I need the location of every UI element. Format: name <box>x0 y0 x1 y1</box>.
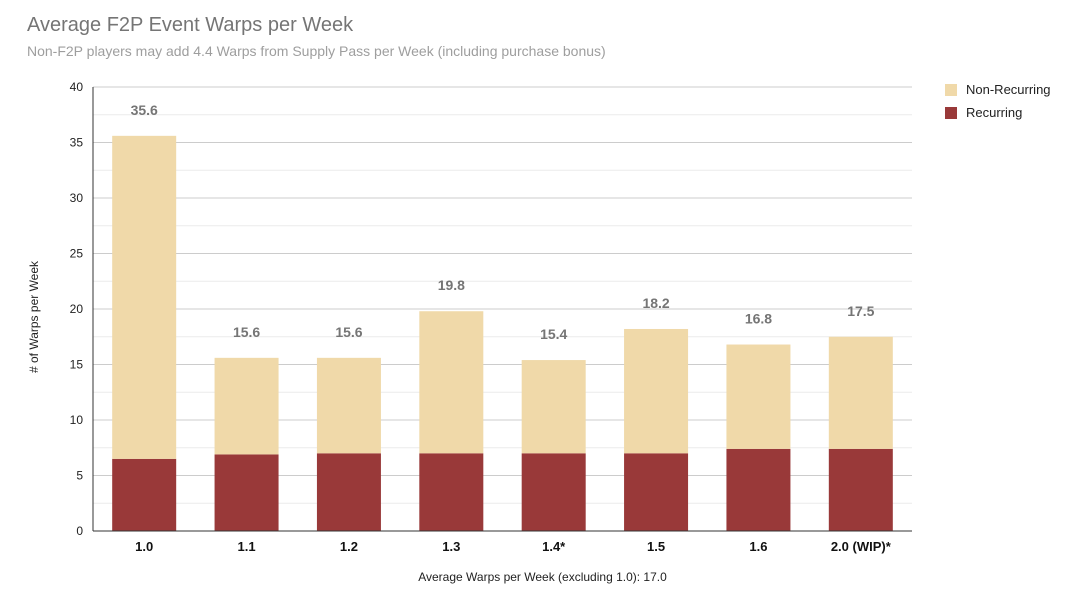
data-label-total: 15.6 <box>335 324 362 340</box>
bar-non-recurring <box>112 135 177 459</box>
y-tick-label: 30 <box>70 191 84 205</box>
bar-recurring <box>316 453 381 531</box>
y-tick-label: 10 <box>70 413 84 427</box>
bar-non-recurring <box>726 344 791 449</box>
bar-non-recurring <box>828 336 893 449</box>
x-tick-label: 1.2 <box>340 539 358 554</box>
y-tick-label: 25 <box>70 247 84 261</box>
x-tick-label: 2.0 (WIP)* <box>831 539 892 554</box>
chart-title: Average F2P Event Warps per Week <box>27 14 354 36</box>
y-tick-label: 35 <box>70 136 84 150</box>
data-label-total: 15.6 <box>233 324 260 340</box>
bar-recurring <box>214 454 279 531</box>
y-tick-label: 20 <box>70 302 84 316</box>
bar-non-recurring <box>624 328 689 454</box>
y-tick-label: 15 <box>70 358 84 372</box>
y-axis-title: # of Warps per Week <box>27 260 41 373</box>
x-tick-label: 1.4* <box>542 539 566 554</box>
legend-swatch-recurring <box>945 106 957 119</box>
bar-non-recurring <box>214 357 279 455</box>
bar-recurring <box>828 448 893 531</box>
bar-non-recurring <box>521 360 586 454</box>
legend-item-non-recurring[interactable]: Non-Recurring <box>945 78 1051 101</box>
legend-label-recurring: Recurring <box>966 105 1023 120</box>
x-tick-label: 1.6 <box>749 539 767 554</box>
data-label-total: 17.5 <box>847 303 874 319</box>
y-tick-label: 40 <box>70 80 84 94</box>
bar-recurring <box>419 453 484 531</box>
bar-recurring <box>624 453 689 531</box>
x-tick-label: 1.0 <box>135 539 153 554</box>
x-tick-label: 1.5 <box>647 539 665 554</box>
data-label-total: 15.4 <box>540 326 567 342</box>
bar-non-recurring <box>316 357 381 454</box>
x-axis-title: Average Warps per Week (excluding 1.0): … <box>418 570 667 584</box>
legend-item-recurring[interactable]: Recurring <box>945 101 1051 124</box>
bar-non-recurring <box>419 311 484 454</box>
legend-swatch-non-recurring <box>945 83 957 96</box>
legend: Non-Recurring Recurring <box>945 78 1051 124</box>
chart-subtitle: Non-F2P players may add 4.4 Warps from S… <box>27 43 606 59</box>
y-tick-label: 5 <box>76 469 83 483</box>
data-label-total: 35.6 <box>131 102 158 118</box>
y-tick-label: 0 <box>76 524 83 538</box>
x-tick-label: 1.1 <box>238 539 256 554</box>
data-label-total: 18.2 <box>642 295 669 311</box>
bar-recurring <box>726 448 791 531</box>
bar-recurring <box>112 458 177 531</box>
data-label-total: 19.8 <box>438 277 465 293</box>
x-tick-label: 1.3 <box>442 539 460 554</box>
bar-recurring <box>521 453 586 531</box>
legend-label-non-recurring: Non-Recurring <box>966 82 1051 97</box>
data-label-total: 16.8 <box>745 311 772 327</box>
